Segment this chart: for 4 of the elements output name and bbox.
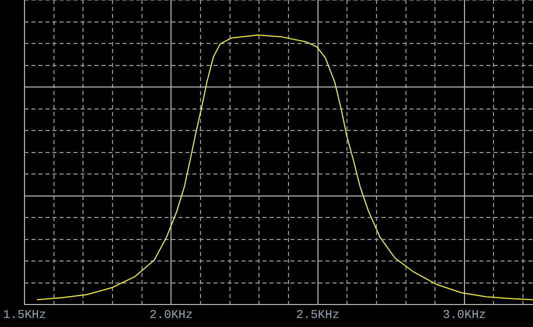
x-tick-label: 3.0KHz bbox=[442, 308, 486, 322]
x-tick-label: 2.5KHz bbox=[296, 308, 340, 322]
x-tick-label: 2.0KHz bbox=[150, 308, 193, 322]
x-tick-label: 1.5KHz bbox=[2, 308, 46, 322]
